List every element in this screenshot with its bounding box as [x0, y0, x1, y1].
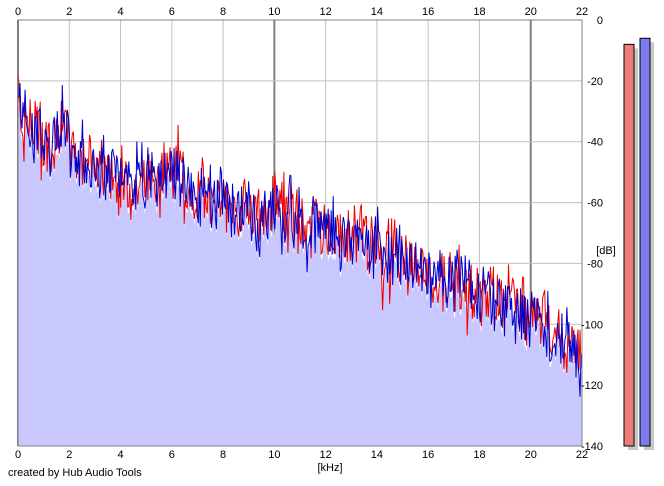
y-axis-label: [dB] [596, 245, 616, 257]
x-tick-label-bottom: 12 [320, 449, 332, 461]
x-tick-label-bottom: 8 [220, 449, 226, 461]
x-tick-label-top: 2 [66, 6, 72, 18]
x-tick-label-bottom: 4 [117, 449, 123, 461]
x-tick-label-top: 22 [576, 6, 588, 18]
level-meters [623, 37, 654, 450]
x-tick-label-top: 0 [15, 6, 21, 18]
series-left-channel-line [17, 71, 583, 373]
x-tick-label-bottom: 14 [371, 449, 383, 461]
x-tick-label-top: 14 [371, 6, 383, 18]
y-tick-label: -40 [587, 137, 603, 149]
x-tick-label-bottom: 20 [525, 449, 537, 461]
x-tick-label-top: 20 [525, 6, 537, 18]
y-tick-label: -60 [587, 198, 603, 210]
x-tick-labels-top: 0 2 4 6 8 10 12 14 16 18 20 22 [15, 6, 588, 18]
x-tick-label-top: 6 [169, 6, 175, 18]
x-tick-label-bottom: 2 [66, 449, 72, 461]
x-tick-label-top: 18 [473, 6, 485, 18]
y-tick-label: -80 [587, 258, 603, 270]
x-tick-labels-bottom: 0 2 4 6 8 10 12 14 16 18 20 22 [15, 449, 588, 461]
series-right-channel-line [17, 83, 583, 397]
x-tick-label-bottom: 0 [15, 449, 21, 461]
spectrum-area-fill [18, 89, 582, 446]
y-tick-label: -120 [581, 380, 603, 392]
y-tick-label: 0 [597, 15, 603, 27]
y-tick-labels: 0 -20 -40 -60 -80 -100 -120 -140 [581, 15, 603, 453]
y-tick-label: -20 [587, 76, 603, 88]
level-meter-right [639, 37, 651, 447]
x-axis-label: [kHz] [317, 462, 342, 474]
x-tick-label-top: 10 [268, 6, 280, 18]
x-tick-label-bottom: 6 [169, 449, 175, 461]
y-tick-label: -140 [581, 441, 603, 453]
x-tick-label-top: 16 [422, 6, 434, 18]
credit-text: created by Hub Audio Tools [8, 467, 142, 479]
x-tick-label-top: 12 [320, 6, 332, 18]
x-tick-label-bottom: 18 [473, 449, 485, 461]
x-tick-label-bottom: 16 [422, 449, 434, 461]
y-tick-label: -100 [581, 319, 603, 331]
level-meter-left [623, 43, 635, 447]
x-tick-label-bottom: 22 [576, 449, 588, 461]
plot-frame [17, 19, 583, 447]
x-tick-label-top: 8 [220, 6, 226, 18]
x-tick-label-bottom: 10 [268, 449, 280, 461]
x-tick-label-top: 4 [117, 6, 123, 18]
